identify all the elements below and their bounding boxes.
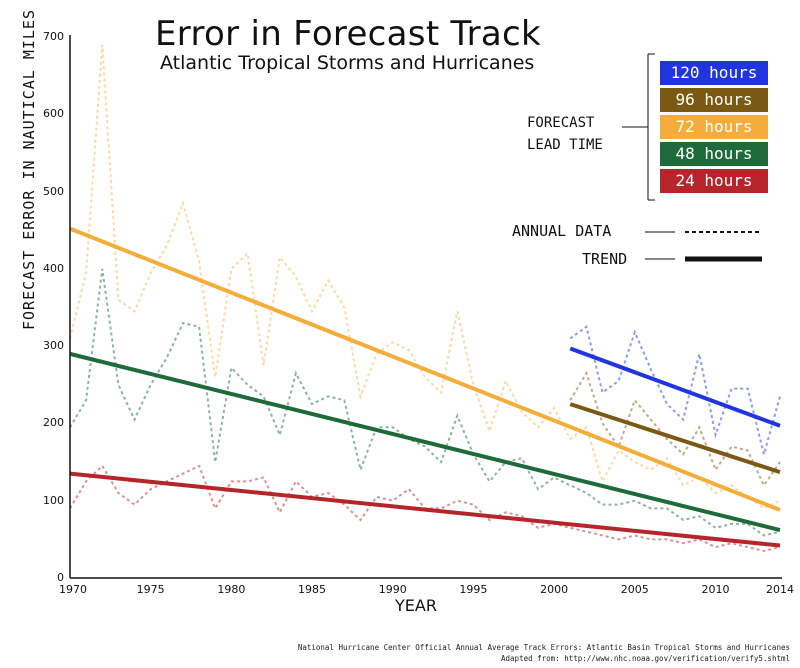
trend-line-24-hours [69, 471, 781, 548]
annual-line-120-hours [569, 325, 781, 459]
y-tick-label: 300 [43, 339, 64, 353]
annual-line-96-hours [569, 370, 781, 488]
x-tick-label: 2014 [766, 583, 794, 596]
x-tick-label: 1990 [378, 583, 407, 596]
source-line1: National Hurricane Center Official Annua… [297, 643, 790, 652]
annual-line-48-hours [69, 268, 781, 537]
chart-subtitle: Atlantic Tropical Storms and Hurricanes [160, 52, 535, 74]
chart-title: Error in Forecast Track [155, 14, 542, 54]
y-tick-label: 700 [43, 30, 64, 43]
trend-line-72-hours [69, 226, 781, 512]
x-tick-label: 2010 [701, 583, 730, 596]
annual-data-label: ANNUAL DATA [512, 222, 612, 240]
legend-24-hours: 24 hours [660, 169, 768, 193]
legend-bracket [622, 53, 655, 201]
series-layer [69, 44, 781, 553]
y-tick-label: 500 [43, 184, 64, 198]
source-line2: Adapted from: http://www.nhc.noaa.gov/ve… [501, 654, 790, 663]
x-tick-label: 1985 [298, 583, 327, 596]
trend-line-96-hours [569, 402, 781, 475]
y-axis-label: FORECAST ERROR IN NAUTICAL MILES [20, 9, 38, 330]
trend-line-120-hours [569, 346, 781, 428]
y-tick-label: 400 [43, 261, 64, 275]
legend-72-hours: 72 hours [660, 115, 768, 139]
legend-48-hours: 48 hours [660, 142, 768, 166]
x-tick-label: 2000 [540, 583, 569, 596]
legend-heading-line2: LEAD TIME [527, 137, 603, 153]
legend-120-hours: 120 hours [660, 61, 768, 85]
x-tick-label: 2005 [620, 583, 649, 596]
x-tick-label: 1980 [217, 583, 246, 596]
legend-96-hours: 96 hours [660, 88, 768, 112]
y-tick-label: 0 [57, 571, 64, 584]
trend-label: TREND [582, 250, 628, 268]
legend-heading: FORECAST LEAD TIME [527, 112, 603, 156]
legend-heading-line1: FORECAST [527, 115, 595, 131]
x-tick-label: 1975 [136, 583, 165, 596]
legend-lines [622, 53, 762, 262]
x-tick-label: 1995 [459, 583, 488, 596]
x-tick-label: 1970 [59, 583, 87, 596]
y-tick-label: 100 [43, 493, 64, 507]
y-tick-label: 200 [43, 416, 64, 430]
x-axis-label: YEAR [395, 596, 437, 615]
trend-line-48-hours [69, 351, 781, 533]
y-tick-label: 600 [43, 107, 64, 121]
